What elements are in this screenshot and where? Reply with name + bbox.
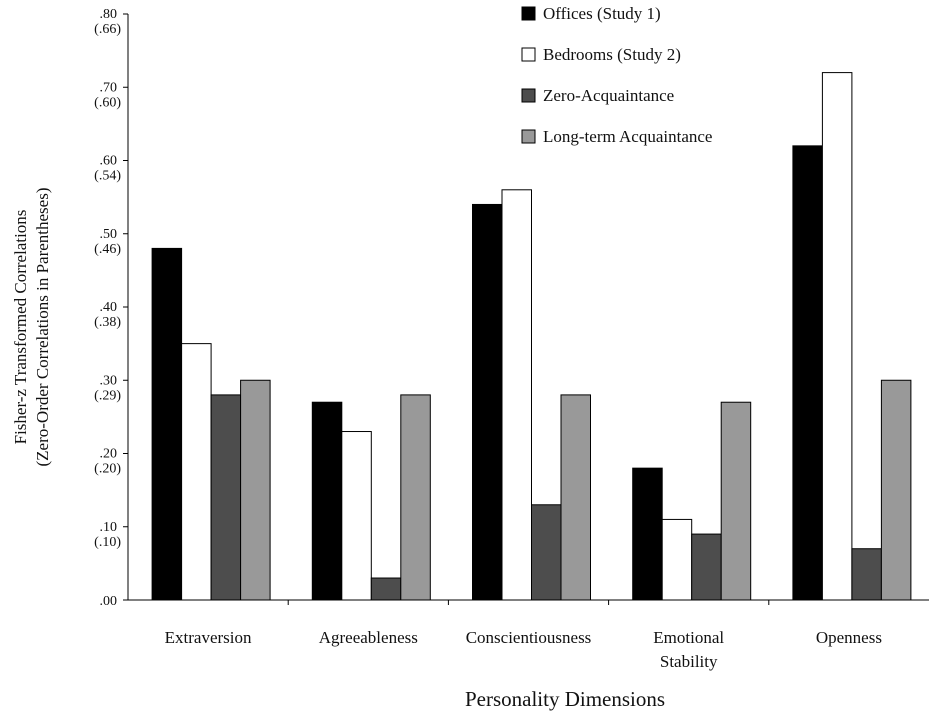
y-tick-sublabel: (.60) [94, 95, 121, 110]
bar [181, 343, 212, 601]
legend-swatch [521, 88, 536, 103]
y-tick-sublabel: (.38) [94, 315, 121, 330]
y-tick-label: .10 [100, 520, 118, 535]
x-category-label: Conscientiousness [466, 628, 592, 647]
y-tick-label: .80 [100, 7, 118, 22]
legend-label: Bedrooms (Study 2) [543, 45, 681, 64]
bar [661, 518, 693, 601]
y-tick-label: .70 [100, 80, 118, 95]
y-tick-label: .40 [100, 300, 118, 315]
legend-swatch [521, 129, 536, 144]
x-category-label: Extraversion [165, 628, 252, 647]
legend-label: Long-term Acquaintance [543, 127, 712, 146]
legend: Offices (Study 1) Bedrooms (Study 2) Zero-… [521, 4, 712, 146]
bar [632, 467, 663, 601]
bar [240, 379, 271, 601]
y-tick-sublabel: (.10) [94, 535, 121, 550]
x-axis-category-labels: Extraversion Agreeableness Conscientiousne… [165, 628, 882, 671]
bar [210, 394, 242, 601]
y-tick-sublabel: (.46) [94, 242, 121, 257]
x-axis-title: Personality Dimensions [465, 687, 665, 711]
bars [151, 72, 912, 601]
x-category-label: Emotional [653, 628, 724, 647]
bar [311, 401, 343, 601]
y-tick-sublabel: (.54) [94, 169, 121, 184]
legend-label: Offices (Study 1) [543, 4, 661, 23]
y-axis-ticks: .00.10(.10).20(.20).30(.29).40(.38).50(.… [94, 7, 128, 609]
y-tick-sublabel: (.29) [94, 388, 121, 403]
legend-swatch [521, 47, 536, 62]
y-tick-sublabel: (.66) [94, 22, 121, 37]
y-axis-title-line: Fisher-z Transformed Correlations [11, 210, 30, 445]
x-category-label: Stability [660, 652, 718, 671]
axes [127, 14, 929, 605]
bar [341, 431, 372, 601]
bar [720, 401, 752, 601]
legend-swatch [521, 6, 536, 21]
bar [880, 379, 912, 601]
y-axis-title-line: (Zero-Order Correlations in Parentheses) [33, 188, 52, 467]
bar [691, 533, 722, 601]
legend-label: Zero-Acquaintance [543, 86, 674, 105]
bar [370, 577, 402, 601]
bar [821, 72, 853, 601]
bar [501, 189, 532, 601]
bar [851, 548, 882, 601]
bar [400, 394, 431, 601]
y-tick-label: .50 [100, 227, 118, 242]
y-tick-label: .00 [100, 594, 118, 609]
bar [560, 394, 591, 601]
bar [472, 203, 503, 601]
bar [151, 247, 183, 601]
y-tick-label: .60 [100, 154, 118, 169]
x-category-label: Agreeableness [319, 628, 418, 647]
y-axis-title: Fisher-z Transformed Correlations (Zero-O… [11, 188, 52, 467]
y-tick-label: .30 [100, 373, 118, 388]
bar [792, 145, 823, 601]
x-category-label: Openness [816, 628, 882, 647]
bar [531, 504, 562, 601]
y-tick-sublabel: (.20) [94, 462, 121, 477]
y-tick-label: .20 [100, 447, 118, 462]
